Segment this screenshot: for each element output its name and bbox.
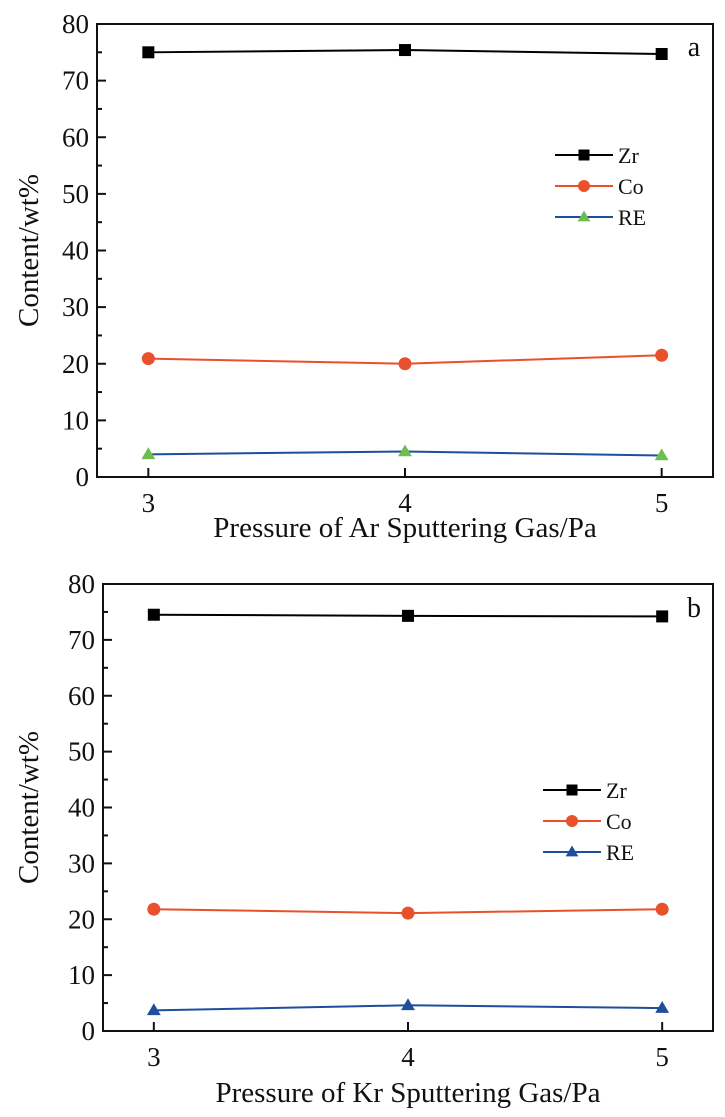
- plot-frame: [102, 583, 714, 1032]
- data-point-co: [147, 902, 161, 916]
- data-point-zr: [142, 46, 155, 59]
- x-tick-label: 5: [655, 488, 669, 518]
- legend-label-zr: Zr: [606, 778, 627, 803]
- data-point-zr: [399, 44, 411, 57]
- x-axis-title: Pressure of Kr Sputtering Gas/Pa: [215, 1077, 600, 1109]
- y-tick-label: 60: [68, 681, 95, 711]
- y-tick-label: 70: [62, 66, 89, 96]
- x-tick-label: 3: [147, 1042, 161, 1072]
- y-tick-label: 0: [82, 1016, 96, 1046]
- series-zr: [147, 608, 669, 623]
- data-point-re: [398, 444, 412, 457]
- legend-label-zr: Zr: [618, 143, 639, 168]
- data-point-re: [655, 1001, 670, 1013]
- y-tick-label: 50: [68, 737, 95, 767]
- series-re: [141, 444, 669, 461]
- y-tick-label: 20: [62, 349, 89, 379]
- data-point-co: [141, 352, 155, 366]
- data-point-re: [146, 1003, 161, 1016]
- y-tick-label: 60: [62, 122, 89, 152]
- y-tick-label: 30: [62, 292, 89, 322]
- chart-panel-a: 0 10 20 30 40 50 60 70 80 3 4 5 Pressure of Ar Sputt…: [13, 9, 714, 544]
- y-tick-label: 10: [62, 405, 89, 435]
- legend-marker-zr: [566, 784, 578, 796]
- x-tick-label: 4: [401, 1042, 415, 1072]
- panel-label: b: [687, 593, 701, 624]
- plot-frame: [96, 23, 714, 478]
- legend-marker-co: [566, 815, 578, 827]
- y-tick-label: 40: [68, 793, 95, 823]
- data-point-re: [401, 998, 415, 1011]
- data-point-co: [655, 902, 669, 916]
- panel-label: a: [688, 32, 701, 63]
- chart-panel-b: 0 10 20 30 40 50 60 70 80 3 4 5 Pressure of Kr Sputt…: [13, 569, 714, 1109]
- series-co: [141, 348, 669, 371]
- legend-label-re: RE: [606, 840, 634, 865]
- y-tick-label: 50: [62, 179, 89, 209]
- legend-label-co: Co: [606, 809, 632, 834]
- data-point-zr: [147, 608, 160, 621]
- data-point-co: [398, 357, 412, 371]
- data-point-zr: [656, 610, 669, 623]
- data-point-zr: [655, 48, 668, 61]
- legend-marker-zr: [578, 149, 590, 161]
- y-tick-label: 80: [62, 9, 89, 39]
- data-point-zr: [402, 609, 414, 622]
- legend: Zr Co RE: [555, 143, 646, 230]
- x-tick-label: 4: [398, 488, 412, 518]
- x-tick-label: 5: [655, 1042, 669, 1072]
- y-axis-title: Content/wt%: [13, 174, 45, 327]
- legend-marker-co: [578, 180, 590, 192]
- legend-marker-re: [565, 845, 579, 857]
- legend-marker-re: [577, 210, 591, 222]
- data-point-re: [141, 447, 156, 460]
- legend-label-co: Co: [618, 174, 644, 199]
- y-tick-label: 30: [68, 848, 95, 878]
- y-tick-label: 20: [68, 904, 95, 934]
- series-co: [147, 902, 669, 920]
- data-point-re: [654, 448, 669, 461]
- series-re: [146, 998, 670, 1016]
- y-tick-label: 0: [76, 462, 90, 492]
- data-point-co: [655, 348, 669, 362]
- data-point-co: [401, 906, 415, 920]
- y-axis-title: Content/wt%: [13, 731, 45, 884]
- legend: Zr Co RE: [543, 778, 634, 865]
- series-zr: [142, 44, 668, 61]
- legend-label-re: RE: [618, 205, 646, 230]
- y-tick-label: 80: [68, 569, 95, 599]
- x-tick-label: 3: [142, 488, 156, 518]
- y-tick-label: 70: [68, 625, 95, 655]
- y-tick-label: 40: [62, 236, 89, 266]
- x-axis-title: Pressure of Ar Sputtering Gas/Pa: [213, 512, 597, 544]
- y-tick-label: 10: [68, 960, 95, 990]
